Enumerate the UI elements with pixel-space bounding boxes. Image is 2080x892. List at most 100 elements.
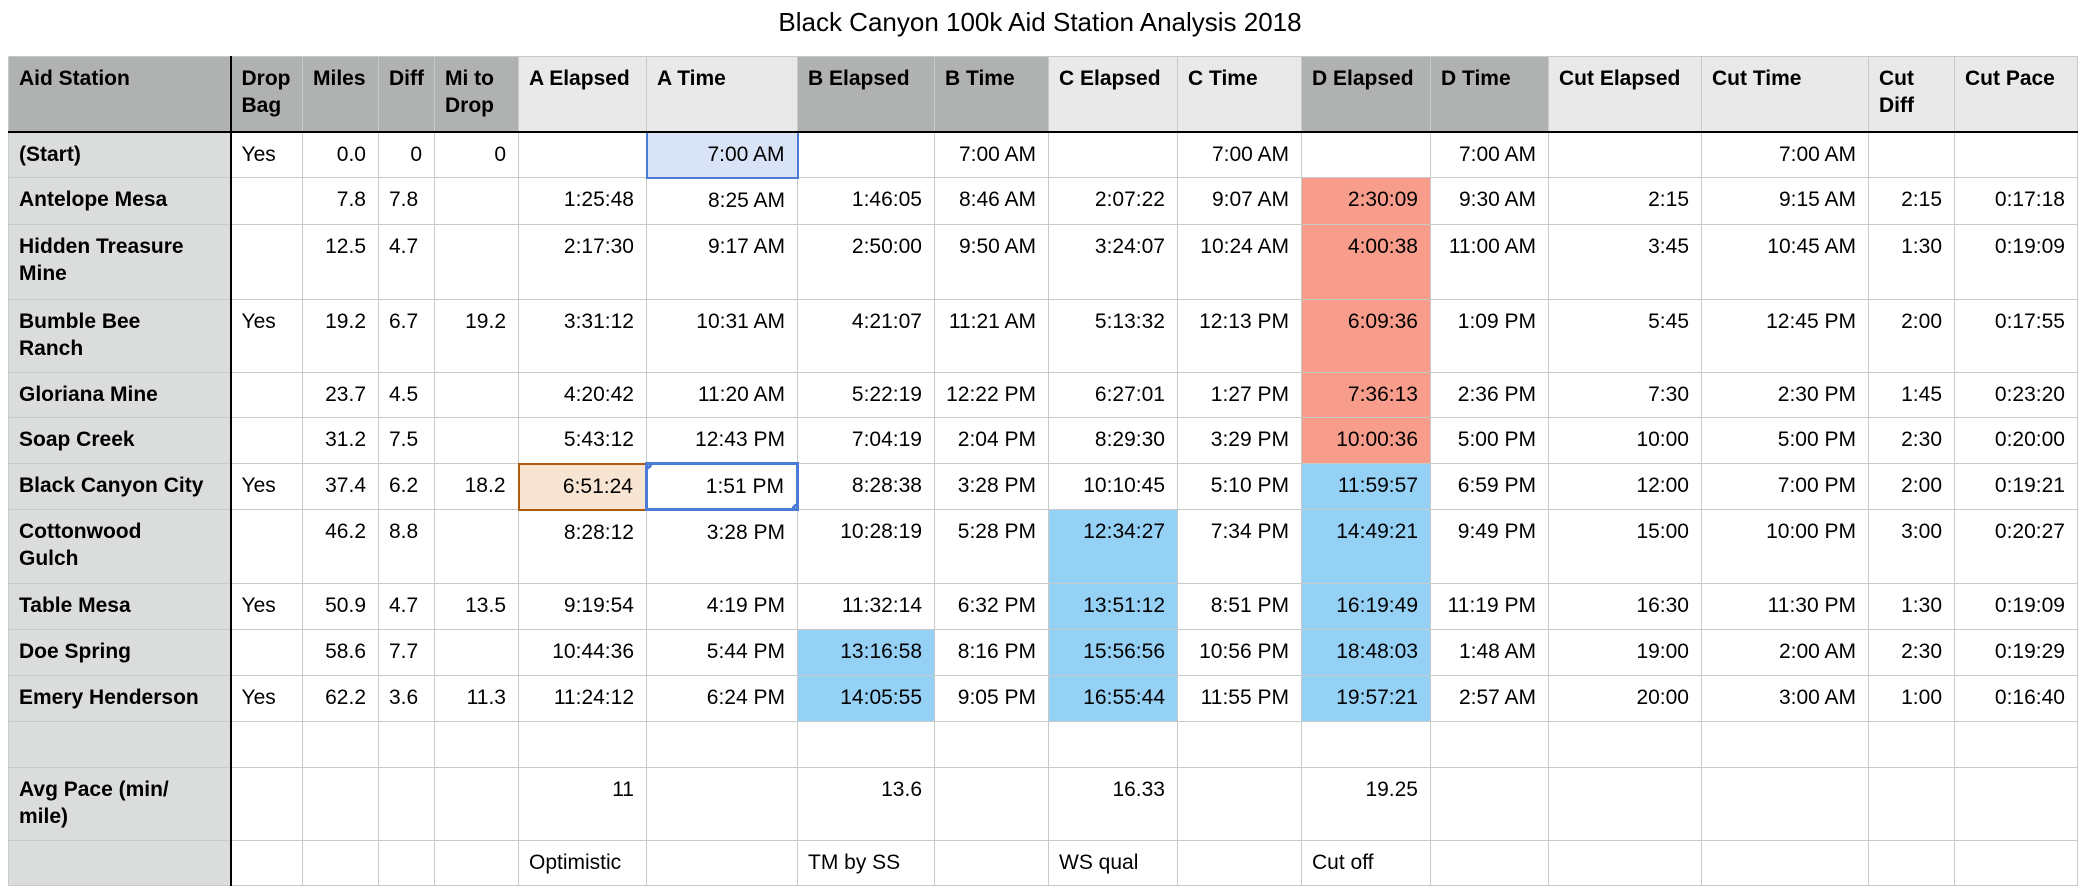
cell-blank-cut_elapsed[interactable] [1548,721,1702,768]
cell-avg-pace-a_elapsed[interactable]: 11 [518,767,647,841]
cell-hidden-treasure-mine-drop_bag[interactable] [230,224,303,300]
cell-doe-spring-miles[interactable]: 58.6 [302,629,379,676]
cell-emery-henderson-drop_bag[interactable]: Yes [230,675,303,722]
column-header-b_elapsed[interactable]: B Elapsed [797,56,935,133]
cell-emery-henderson-aid_station[interactable]: Emery Henderson [8,675,232,722]
cell-start-b_elapsed[interactable] [797,131,935,178]
aid-station-table[interactable]: Aid Station Drop Bag Miles Diff Mi to Drop A … [8,56,2078,886]
cell-table-mesa-a_elapsed[interactable]: 9:19:54 [518,583,647,630]
cell-start-aid_station[interactable]: (Start) [8,131,232,178]
cell-table-mesa-cut_time[interactable]: 11:30 PM [1701,583,1869,630]
cell-notes-c_time[interactable] [1177,840,1302,886]
cell-notes-drop_bag[interactable] [230,840,303,886]
cell-start-a_time[interactable]: 7:00 AM [645,130,799,179]
cell-black-canyon-city-drop_bag[interactable]: Yes [230,463,303,510]
cell-hidden-treasure-mine-a_time[interactable]: 9:17 AM [646,224,798,300]
column-header-d_time[interactable]: D Time [1430,56,1549,133]
cell-emery-henderson-diff[interactable]: 3.6 [378,675,435,722]
cell-cottonwood-gulch-cut_time[interactable]: 10:00 PM [1701,509,1869,584]
cell-table-mesa-aid_station[interactable]: Table Mesa [8,583,232,630]
cell-notes-cut_time[interactable] [1701,840,1869,886]
cell-blank-cut_time[interactable] [1701,721,1869,768]
cell-start-drop_bag[interactable]: Yes [230,131,303,178]
cell-avg-pace-cut_elapsed[interactable] [1548,767,1702,841]
cell-blank-miles[interactable] [302,721,379,768]
column-header-miles[interactable]: Miles [302,56,379,133]
cell-gloriana-mine-cut_elapsed[interactable]: 7:30 [1548,372,1702,418]
cell-avg-pace-c_time[interactable] [1177,767,1302,841]
column-header-a_time[interactable]: A Time [646,56,798,133]
cell-cottonwood-gulch-cut_diff[interactable]: 3:00 [1868,509,1955,584]
cell-notes-diff[interactable] [378,840,435,886]
cell-start-d_time[interactable]: 7:00 AM [1430,131,1549,178]
column-header-cut_pace[interactable]: Cut Pace [1954,56,2078,133]
cell-cottonwood-gulch-drop_bag[interactable] [230,509,303,584]
cell-avg-pace-diff[interactable] [378,767,435,841]
cell-antelope-mesa-c_time[interactable]: 9:07 AM [1177,177,1302,225]
cell-doe-spring-drop_bag[interactable] [230,629,303,676]
cell-gloriana-mine-a_elapsed[interactable]: 4:20:42 [518,372,647,418]
cell-cottonwood-gulch-d_time[interactable]: 9:49 PM [1430,509,1549,584]
cell-doe-spring-d_time[interactable]: 1:48 AM [1430,629,1549,676]
cell-avg-pace-cut_pace[interactable] [1954,767,2078,841]
cell-doe-spring-diff[interactable]: 7.7 [378,629,435,676]
cell-notes-b_elapsed[interactable]: TM by SS [797,840,935,886]
cell-notes-cut_pace[interactable] [1954,840,2078,886]
cell-cottonwood-gulch-cut_elapsed[interactable]: 15:00 [1548,509,1702,584]
cell-start-diff[interactable]: 0 [378,131,435,178]
cell-gloriana-mine-cut_pace[interactable]: 0:23:20 [1954,372,2078,418]
cell-bumble-bee-ranch-a_elapsed[interactable]: 3:31:12 [518,299,647,373]
cell-soap-creek-d_elapsed[interactable]: 10:00:36 [1301,417,1431,464]
cell-bumble-bee-ranch-cut_elapsed[interactable]: 5:45 [1548,299,1702,373]
cell-soap-creek-a_elapsed[interactable]: 5:43:12 [518,417,647,464]
column-header-mi_to_drop[interactable]: Mi to Drop [434,56,519,133]
cell-blank-a_time[interactable] [646,721,798,768]
cell-soap-creek-miles[interactable]: 31.2 [302,417,379,464]
cell-hidden-treasure-mine-b_time[interactable]: 9:50 AM [934,224,1049,300]
cell-gloriana-mine-diff[interactable]: 4.5 [378,372,435,418]
cell-antelope-mesa-aid_station[interactable]: Antelope Mesa [8,177,232,225]
cell-notes-c_elapsed[interactable]: WS qual [1048,840,1178,886]
cell-table-mesa-cut_elapsed[interactable]: 16:30 [1548,583,1702,630]
cell-doe-spring-c_time[interactable]: 10:56 PM [1177,629,1302,676]
cell-cottonwood-gulch-c_time[interactable]: 7:34 PM [1177,509,1302,584]
cell-blank-d_time[interactable] [1430,721,1549,768]
cell-antelope-mesa-c_elapsed[interactable]: 2:07:22 [1048,177,1178,225]
cell-bumble-bee-ranch-c_time[interactable]: 12:13 PM [1177,299,1302,373]
cell-start-c_elapsed[interactable] [1048,131,1178,178]
cell-doe-spring-b_time[interactable]: 8:16 PM [934,629,1049,676]
cell-avg-pace-cut_diff[interactable] [1868,767,1955,841]
cell-antelope-mesa-cut_time[interactable]: 9:15 AM [1701,177,1869,225]
cell-notes-a_time[interactable] [646,840,798,886]
cell-antelope-mesa-diff[interactable]: 7.8 [378,177,435,225]
cell-soap-creek-aid_station[interactable]: Soap Creek [8,417,232,464]
cell-doe-spring-c_elapsed[interactable]: 15:56:56 [1048,629,1178,676]
cell-blank-c_elapsed[interactable] [1048,721,1178,768]
column-header-a_elapsed[interactable]: A Elapsed [518,56,647,133]
cell-hidden-treasure-mine-d_elapsed[interactable]: 4:00:38 [1301,224,1431,300]
cell-cottonwood-gulch-b_time[interactable]: 5:28 PM [934,509,1049,584]
cell-gloriana-mine-b_elapsed[interactable]: 5:22:19 [797,372,935,418]
selection-handle-bottom-right[interactable] [791,503,795,507]
cell-avg-pace-b_elapsed[interactable]: 13.6 [797,767,935,841]
cell-table-mesa-diff[interactable]: 4.7 [378,583,435,630]
cell-gloriana-mine-d_elapsed[interactable]: 7:36:13 [1301,372,1431,418]
column-header-cut_elapsed[interactable]: Cut Elapsed [1548,56,1702,133]
cell-table-mesa-cut_diff[interactable]: 1:30 [1868,583,1955,630]
cell-black-canyon-city-diff[interactable]: 6.2 [378,463,435,510]
cell-gloriana-mine-cut_diff[interactable]: 1:45 [1868,372,1955,418]
cell-antelope-mesa-miles[interactable]: 7.8 [302,177,379,225]
cell-bumble-bee-ranch-d_elapsed[interactable]: 6:09:36 [1301,299,1431,373]
cell-hidden-treasure-mine-d_time[interactable]: 11:00 AM [1430,224,1549,300]
cell-avg-pace-drop_bag[interactable] [230,767,303,841]
cell-soap-creek-d_time[interactable]: 5:00 PM [1430,417,1549,464]
cell-emery-henderson-b_elapsed[interactable]: 14:05:55 [797,675,935,722]
cell-avg-pace-b_time[interactable] [934,767,1049,841]
cell-blank-diff[interactable] [378,721,435,768]
cell-black-canyon-city-cut_diff[interactable]: 2:00 [1868,463,1955,510]
cell-avg-pace-cut_time[interactable] [1701,767,1869,841]
cell-avg-pace-mi_to_drop[interactable] [434,767,519,841]
cell-antelope-mesa-cut_pace[interactable]: 0:17:18 [1954,177,2078,225]
cell-cottonwood-gulch-mi_to_drop[interactable] [434,509,519,584]
cell-notes-cut_diff[interactable] [1868,840,1955,886]
